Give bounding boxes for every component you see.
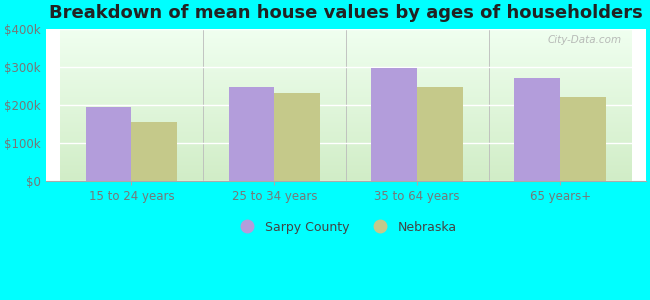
Bar — [371, 68, 417, 181]
Bar — [417, 87, 463, 181]
Bar — [131, 122, 177, 181]
Legend: Sarpy County, Nebraska: Sarpy County, Nebraska — [229, 216, 462, 238]
Bar — [560, 97, 606, 181]
Bar — [514, 78, 560, 181]
Title: Breakdown of mean house values by ages of householders: Breakdown of mean house values by ages o… — [49, 4, 643, 22]
Bar — [229, 87, 274, 181]
Bar — [86, 107, 131, 181]
Text: City-Data.com: City-Data.com — [548, 35, 622, 45]
Bar — [274, 93, 320, 181]
